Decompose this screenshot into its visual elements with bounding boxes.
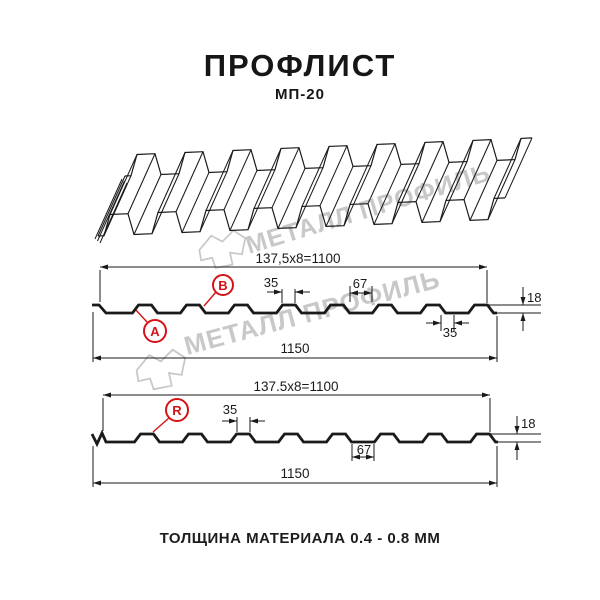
side-b-label: B	[218, 278, 227, 293]
dim-overall-1150: 1150	[280, 341, 309, 356]
dim-crest-35: 35	[223, 402, 237, 417]
material-thickness-note: ТОЛЩИНА МАТЕРИАЛА 0.4 - 0.8 ММ	[159, 530, 441, 547]
dim-overall-1150: 1150	[280, 466, 309, 481]
watermark-metall-profil-2: МЕТАЛЛ ПРОФИЛЬ	[135, 264, 443, 391]
dim-valley-67: 67	[357, 442, 371, 457]
dim-pitch-top: 137,5x8=1100	[256, 251, 341, 266]
profile-cross-section-bottom: 137.5x8=1100 35 67 18 1150 R	[90, 379, 541, 487]
dim-valley-67: 67	[353, 276, 367, 291]
profile-cross-section-top: МЕТАЛЛ ПРОФИЛЬ 137,5x8=1100 35 67 18 35 …	[92, 251, 541, 391]
dim-crest-35: 35	[264, 275, 278, 290]
metall-profil-logo-icon	[198, 229, 247, 269]
side-r-marker: R	[152, 398, 189, 433]
side-r-label: R	[172, 403, 182, 418]
profile-bottom-dimension-lines	[92, 392, 541, 487]
profile-bottom-outline	[90, 429, 498, 448]
dim-height-18: 18	[527, 290, 541, 305]
profile-model-subtitle: МП-20	[275, 86, 325, 103]
metall-profil-logo-icon	[135, 348, 187, 391]
dim-pitch-bottom: 137.5x8=1100	[254, 379, 339, 394]
watermark-metall-profil-1: МЕТАЛЛ ПРОФИЛЬ	[198, 159, 494, 269]
profile-top-dimension-lines	[92, 264, 541, 362]
side-a-marker: A	[134, 308, 167, 343]
page-title: ПРОФЛИСТ	[203, 48, 397, 83]
dim-height-18: 18	[521, 416, 535, 431]
profile-top-outline	[92, 303, 497, 315]
dim-bottom-35: 35	[443, 325, 457, 340]
sheet-3d-perspective-drawing	[94, 137, 533, 244]
watermark-text: МЕТАЛЛ ПРОФИЛЬ	[243, 159, 494, 260]
side-b-marker: B	[203, 274, 234, 307]
side-a-label: A	[150, 324, 160, 339]
